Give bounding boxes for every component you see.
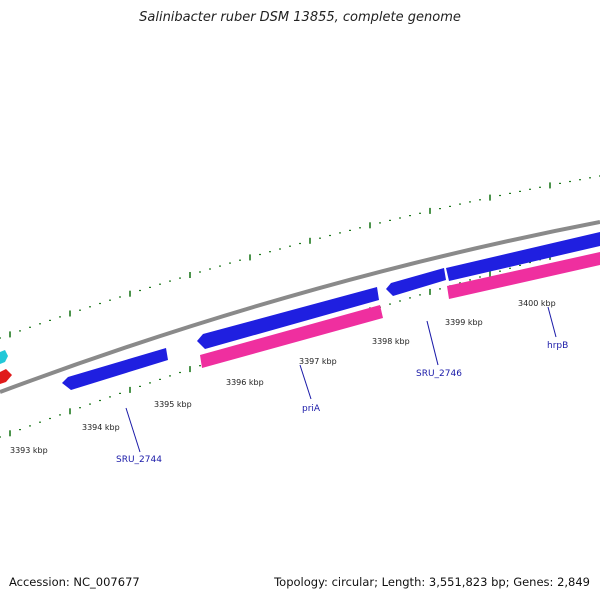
gene-right-forward-arrow[interactable] xyxy=(446,232,600,281)
tick-label: 3396 kbp xyxy=(226,378,264,387)
tick-labels: 3393 kbp 3394 kbp 3395 kbp 3396 kbp 3397… xyxy=(10,299,556,455)
tick-label: 3394 kbp xyxy=(82,423,120,432)
tick-label: 3397 kbp xyxy=(299,357,337,366)
gene-sru-2746-arrow[interactable] xyxy=(386,268,446,296)
page-title: Salinibacter ruber DSM 13855, complete g… xyxy=(139,10,461,25)
leader-hrpb xyxy=(547,306,557,338)
gene-upper-forward-arrow[interactable] xyxy=(197,287,379,349)
gene-labels: SRU_2744 priA SRU_2746 hrpB xyxy=(116,341,568,465)
gene-label-pria[interactable]: priA xyxy=(302,404,321,414)
genome-summary-text: Topology: circular; Length: 3,551,823 bp… xyxy=(274,575,590,589)
leader-sru-2744 xyxy=(125,407,141,453)
gene-label-sru-2746[interactable]: SRU_2746 xyxy=(416,369,462,379)
gene-sru-2744-arrow[interactable] xyxy=(62,348,168,390)
gene-hrpb-arrow[interactable] xyxy=(447,252,600,299)
offscreen-gene-red[interactable] xyxy=(0,369,12,384)
gene-label-sru-2744[interactable]: SRU_2744 xyxy=(116,455,162,465)
genome-backbone xyxy=(0,220,600,394)
tick-label: 3398 kbp xyxy=(372,337,410,346)
offscreen-gene-cyan[interactable] xyxy=(0,350,8,364)
outer-tick-ring xyxy=(0,175,600,339)
tick-label: 3395 kbp xyxy=(154,400,192,409)
gene-pria-arrow[interactable] xyxy=(200,305,383,368)
gene-label-hrpb[interactable]: hrpB xyxy=(547,341,568,351)
genes-layer xyxy=(62,232,600,390)
tick-label: 3399 kbp xyxy=(445,318,483,327)
label-leaders xyxy=(125,306,557,453)
leader-sru-2746 xyxy=(426,320,439,366)
leader-pria xyxy=(299,364,312,400)
tick-label: 3393 kbp xyxy=(10,446,48,455)
tick-label: 3400 kbp xyxy=(518,299,556,308)
accession-text: Accession: NC_007677 xyxy=(9,575,140,589)
